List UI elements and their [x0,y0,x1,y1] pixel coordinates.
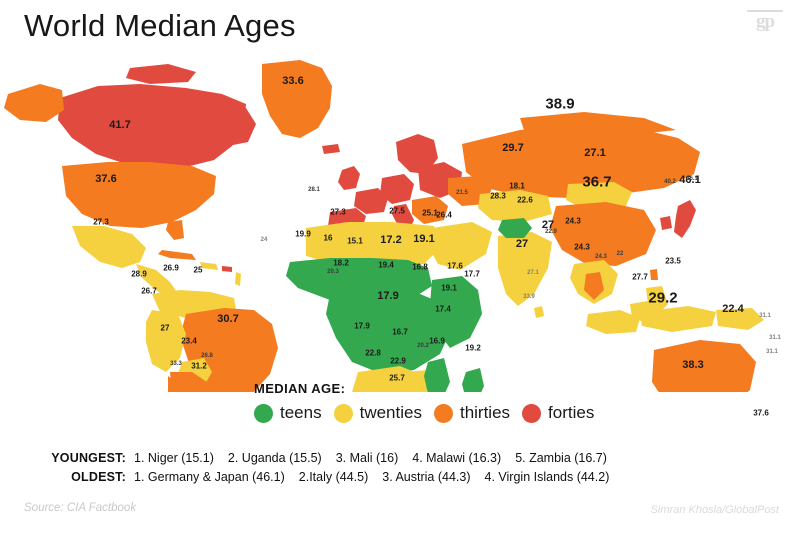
map-label: 37.6 [753,408,769,418]
region-siberia-north [520,112,676,134]
region-papua [716,308,764,330]
region-cuba [158,250,196,260]
region-greenland [262,60,332,138]
logo-bar [747,10,783,12]
ranking-oldest-key: OLDEST: [71,470,126,484]
region-east-africa [430,276,482,348]
legend-item-forties: forties [522,403,594,423]
legend-swatch-thirties [433,403,453,423]
region-central-africa [326,290,452,374]
ranking-youngest-values: 1. Niger (15.1) 2. Uganda (15.5) 3. Mali (… [134,451,621,465]
legend-label-teens: teens [280,403,322,422]
region-thailand [584,272,604,300]
region-canada-islands [126,64,196,84]
globalpost-logo-watermark: gp [747,8,783,36]
region-borneo [630,300,664,324]
region-central-asia [478,190,552,222]
ranking-entry: 4. Virgin Islands (44.2) [484,470,610,484]
region-united-states [62,162,216,228]
map-landmasses [4,60,764,392]
region-scandinavia [396,134,438,174]
region-chile-argentina [170,372,212,392]
region-russia [462,124,700,198]
source-note: Source: CIA Factbook [24,502,137,514]
region-uk-ireland [338,166,360,190]
region-china [550,202,656,266]
legend-swatch-forties [522,403,542,423]
region-hispaniola [200,262,218,270]
region-middle-east [428,222,492,270]
ranking-oldest-values: 1. Germany & Japan (46.1) 2.Italy (44.5) 3… [134,470,623,484]
region-us-florida [166,220,184,240]
ranking-entry: 3. Austria (44.3) [382,470,471,484]
region-mexico [72,226,146,268]
region-puerto-rico [222,266,232,272]
region-north-africa [306,222,440,268]
page-title: World Median Ages [24,8,296,43]
ranking-youngest: YOUNGEST: 1. Niger (15.1) 2. Uganda (15.5… [0,451,801,465]
legend-items: teens twenties thirties forties [254,403,594,423]
region-balkans [412,196,448,224]
ranking-entry: 4. Malawi (16.3) [412,451,502,465]
legend-title: MEDIAN AGE: [254,381,346,396]
legend-item-thirties: thirties [433,403,511,423]
ranking-youngest-key: YOUNGEST: [51,451,126,465]
world-map-svg [4,60,764,392]
region-central-america [136,264,178,300]
region-indonesia-west [586,310,640,334]
legend: MEDIAN AGE: teens twenties thirties forties [254,381,594,423]
region-iceland [322,144,340,154]
region-france [354,188,388,214]
region-lesser-antilles [235,272,241,286]
region-mozambique [424,358,450,392]
region-germany-central [380,174,414,204]
region-chile-strip [168,376,178,392]
region-sri-lanka [534,306,544,318]
region-afghanistan [498,218,532,238]
legend-label-forties: forties [548,403,595,422]
region-india [498,232,552,306]
region-peru-ecuador [146,310,186,372]
region-canada [58,84,246,168]
legend-swatch-teens [254,403,273,423]
legend-label-twenties: twenties [359,403,422,422]
region-australia [652,340,756,392]
region-taiwan [650,269,658,280]
legend-item-teens: teens [254,403,322,423]
ranking-entry: 2. Uganda (15.5) [227,451,322,465]
credit-note: Simran Khosla/GlobalPost [650,504,779,516]
ranking-entry: 1. Germany & Japan (46.1) [134,470,285,484]
ranking-entry: 2.Italy (44.5) [298,470,369,484]
legend-label-thirties: thirties [459,403,511,422]
region-alaska [4,84,64,122]
ranking-entry: 5. Zambia (16.7) [515,451,607,465]
ranking-entry: 3. Mali (16) [335,451,399,465]
ranking-entry: 1. Niger (15.1) [134,451,214,465]
legend-item-twenties: twenties [333,403,422,423]
ranking-oldest: OLDEST: 1. Germany & Japan (46.1) 2.Italy… [0,470,801,484]
region-korea [660,216,672,230]
region-japan [674,200,696,238]
world-map: 33.6 41.7 37.6 27.3 38.9 29.7 27.1 36.7 46.1 18.1… [0,42,801,418]
region-canada-east [214,108,256,146]
region-madagascar [462,368,484,392]
logo-text: gp [755,11,775,32]
region-mongolia [566,182,632,210]
legend-swatch-twenties [333,403,353,423]
